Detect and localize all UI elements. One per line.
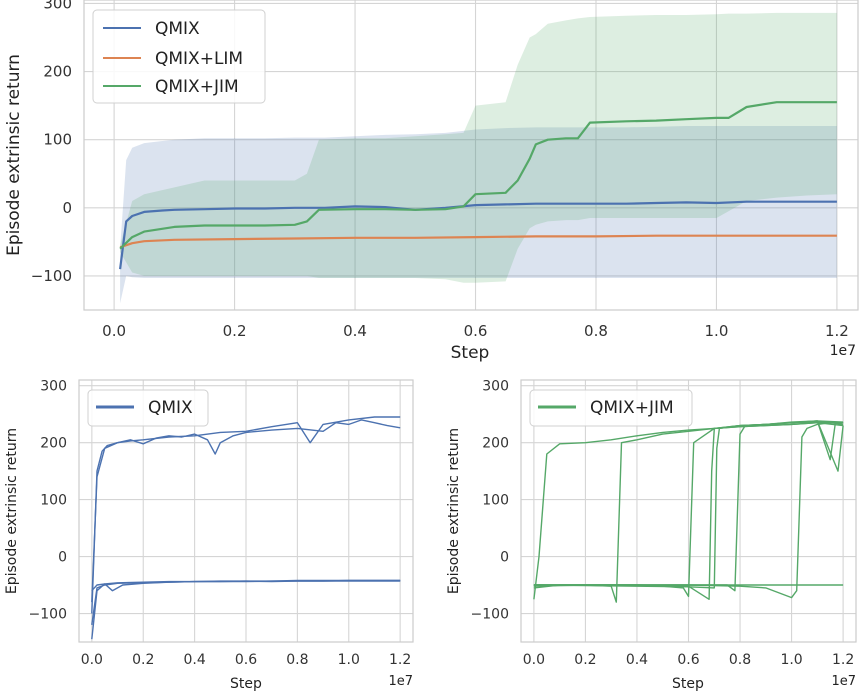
br-legend-box xyxy=(529,389,693,427)
x-tick-label: 0.8 xyxy=(729,652,751,668)
x-tick-label: 1.2 xyxy=(832,652,854,668)
y-tick-label: 300 xyxy=(43,0,72,12)
top-panel: 0.0 0.2 0.4 0.6 0.8 1.0 1.2 −100 0 100 200 300 Ste… xyxy=(4,0,859,363)
bl-x-axis-label: Step xyxy=(230,676,262,692)
y-tick-label: 0 xyxy=(62,199,72,217)
bl-legend-label-qmix: QMIX xyxy=(148,398,193,418)
top-confidence-bands xyxy=(120,12,837,304)
br-series-lines xyxy=(533,420,844,603)
x-tick-label: 0.0 xyxy=(523,652,545,668)
br-x-offset-text: 1e7 xyxy=(831,674,856,689)
x-tick-label: 1.2 xyxy=(389,652,411,668)
series-line-qmix-jim xyxy=(119,101,837,250)
br-legend: QMIX+JIM xyxy=(529,389,693,427)
y-tick-label: 100 xyxy=(482,493,509,509)
x-tick-label: 0.8 xyxy=(584,322,608,340)
top-plot-frame xyxy=(83,0,859,311)
x-tick-label: 1.0 xyxy=(705,322,729,340)
top-x-offset-text: 1e7 xyxy=(830,343,856,359)
x-tick-label: 0.4 xyxy=(183,652,205,668)
y-tick-label: 0 xyxy=(58,550,67,566)
bottom-right-panel: 0.0 0.2 0.4 0.6 0.8 1.0 1.2 −100 0 100 200 300 Ste… xyxy=(446,379,857,692)
x-tick-label: 0.2 xyxy=(223,322,247,340)
top-x-axis-label: Step xyxy=(451,343,490,363)
x-tick-label: 0.8 xyxy=(286,652,308,668)
top-y-ticks: −100 0 100 200 300 xyxy=(31,0,72,285)
legend-label-qmix: QMIX xyxy=(155,19,200,39)
x-tick-label: 0.2 xyxy=(574,652,596,668)
y-tick-label: 200 xyxy=(482,436,509,452)
br-y-axis-label: Episode extrinsic return xyxy=(446,428,462,594)
y-tick-label: 100 xyxy=(40,493,67,509)
bl-y-ticks: −100 0 100 200 300 xyxy=(29,379,67,623)
series-line-qmix-lim xyxy=(119,234,837,249)
bl-y-axis-label: Episode extrinsic return xyxy=(4,428,20,594)
x-tick-label: 0.0 xyxy=(102,322,126,340)
y-tick-label: 200 xyxy=(40,436,67,452)
run-line-2 xyxy=(91,416,401,603)
br-plot-frame xyxy=(520,379,857,643)
band-qmix xyxy=(120,126,837,304)
top-x-ticks: 0.0 0.2 0.4 0.6 0.8 1.0 1.2 xyxy=(102,322,849,340)
bl-x-ticks: 0.0 0.2 0.4 0.6 0.8 1.0 1.2 xyxy=(81,652,412,668)
run-line-5 xyxy=(91,580,401,592)
legend-label-qmix-lim: QMIX+LIM xyxy=(155,49,243,69)
y-tick-label: −100 xyxy=(29,607,67,623)
x-tick-label: 1.0 xyxy=(338,652,360,668)
x-tick-label: 1.2 xyxy=(825,322,849,340)
x-tick-label: 0.6 xyxy=(235,652,257,668)
y-tick-label: −100 xyxy=(471,607,509,623)
y-tick-label: 300 xyxy=(40,379,67,395)
y-tick-label: 200 xyxy=(43,63,72,81)
bl-legend-box xyxy=(87,389,209,427)
x-tick-label: 0.0 xyxy=(81,652,103,668)
y-tick-label: 300 xyxy=(482,379,509,395)
x-tick-label: 0.2 xyxy=(132,652,154,668)
top-y-axis-label: Episode extrinsic return xyxy=(4,54,24,256)
x-tick-label: 0.6 xyxy=(677,652,699,668)
br-x-ticks: 0.0 0.2 0.4 0.6 0.8 1.0 1.2 xyxy=(523,652,854,668)
bl-x-offset-text: 1e7 xyxy=(388,674,413,689)
top-legend: QMIX QMIX+LIM QMIX+JIM xyxy=(92,9,266,104)
br-y-ticks: −100 0 100 200 300 xyxy=(471,379,509,623)
legend-label-qmix-jim: QMIX+JIM xyxy=(155,77,239,97)
bottom-left-panel: 0.0 0.2 0.4 0.6 0.8 1.0 1.2 −100 0 100 200 300 Ste… xyxy=(4,379,414,692)
y-tick-label: 100 xyxy=(43,131,72,149)
x-tick-label: 1.0 xyxy=(780,652,802,668)
x-tick-label: 0.6 xyxy=(464,322,488,340)
br-x-axis-label: Step xyxy=(672,676,704,692)
x-tick-label: 0.4 xyxy=(626,652,648,668)
y-tick-label: −100 xyxy=(31,267,72,285)
y-tick-label: 0 xyxy=(500,550,509,566)
bl-gridlines xyxy=(79,380,413,642)
band-qmix-jim xyxy=(120,12,837,283)
top-legend-box xyxy=(92,9,266,104)
x-tick-label: 0.4 xyxy=(343,322,367,340)
bl-series-lines xyxy=(91,416,401,640)
bl-plot-frame xyxy=(78,379,414,643)
br-legend-label-qmix-jim: QMIX+JIM xyxy=(590,398,674,418)
top-series-lines xyxy=(119,101,837,270)
bl-legend: QMIX xyxy=(87,389,209,427)
